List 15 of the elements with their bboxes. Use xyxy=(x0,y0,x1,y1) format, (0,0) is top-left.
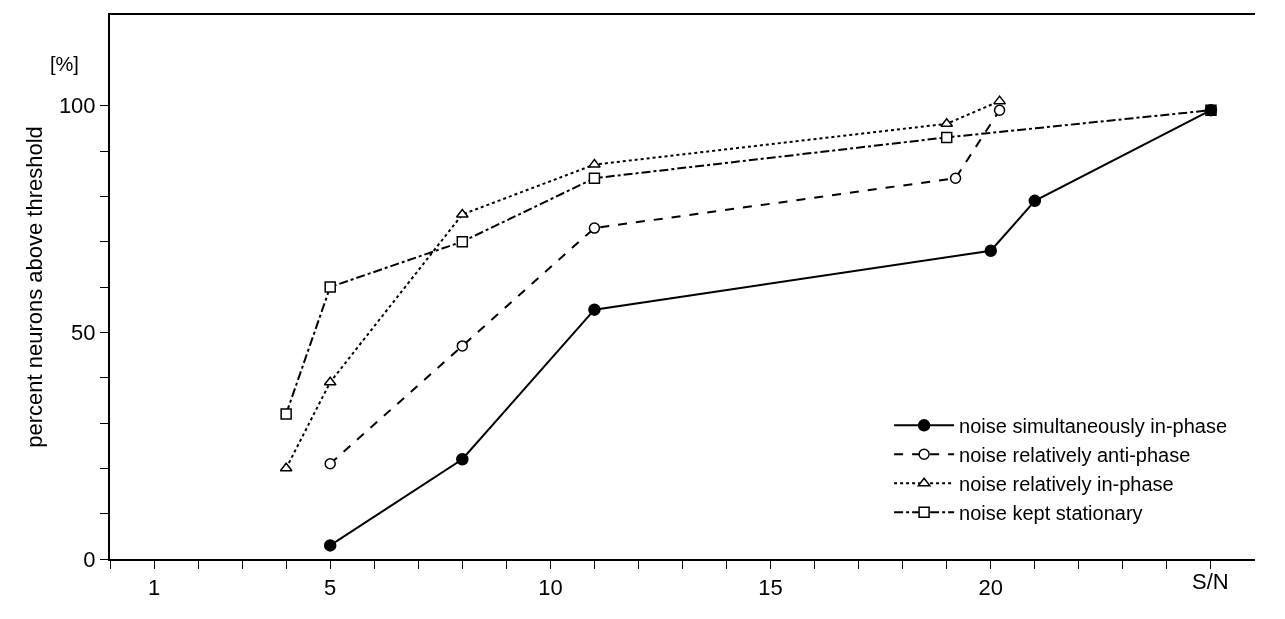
legend-label: noise relatively anti-phase xyxy=(959,444,1191,467)
x-tick-label: 1 xyxy=(147,575,161,601)
legend-label: noise kept stationary xyxy=(959,502,1143,525)
x-axis-title: S/N xyxy=(1192,569,1229,594)
x-tick-label: 20 xyxy=(978,575,1004,601)
y-tick-label: 50 xyxy=(71,320,96,346)
legend-label: noise simultaneously in-phase xyxy=(959,415,1228,438)
y-axis-title: percent neurons above threshold xyxy=(22,126,48,448)
text: [%] xyxy=(50,53,79,75)
legend-label: noise relatively in-phase xyxy=(959,473,1174,496)
x-tick-label: 15 xyxy=(758,575,783,601)
y-tick-label: 100 xyxy=(58,93,96,119)
y-tick-label: 0 xyxy=(83,546,96,572)
x-tick-label: 10 xyxy=(538,575,563,601)
x-tick-label: 5 xyxy=(324,575,337,601)
